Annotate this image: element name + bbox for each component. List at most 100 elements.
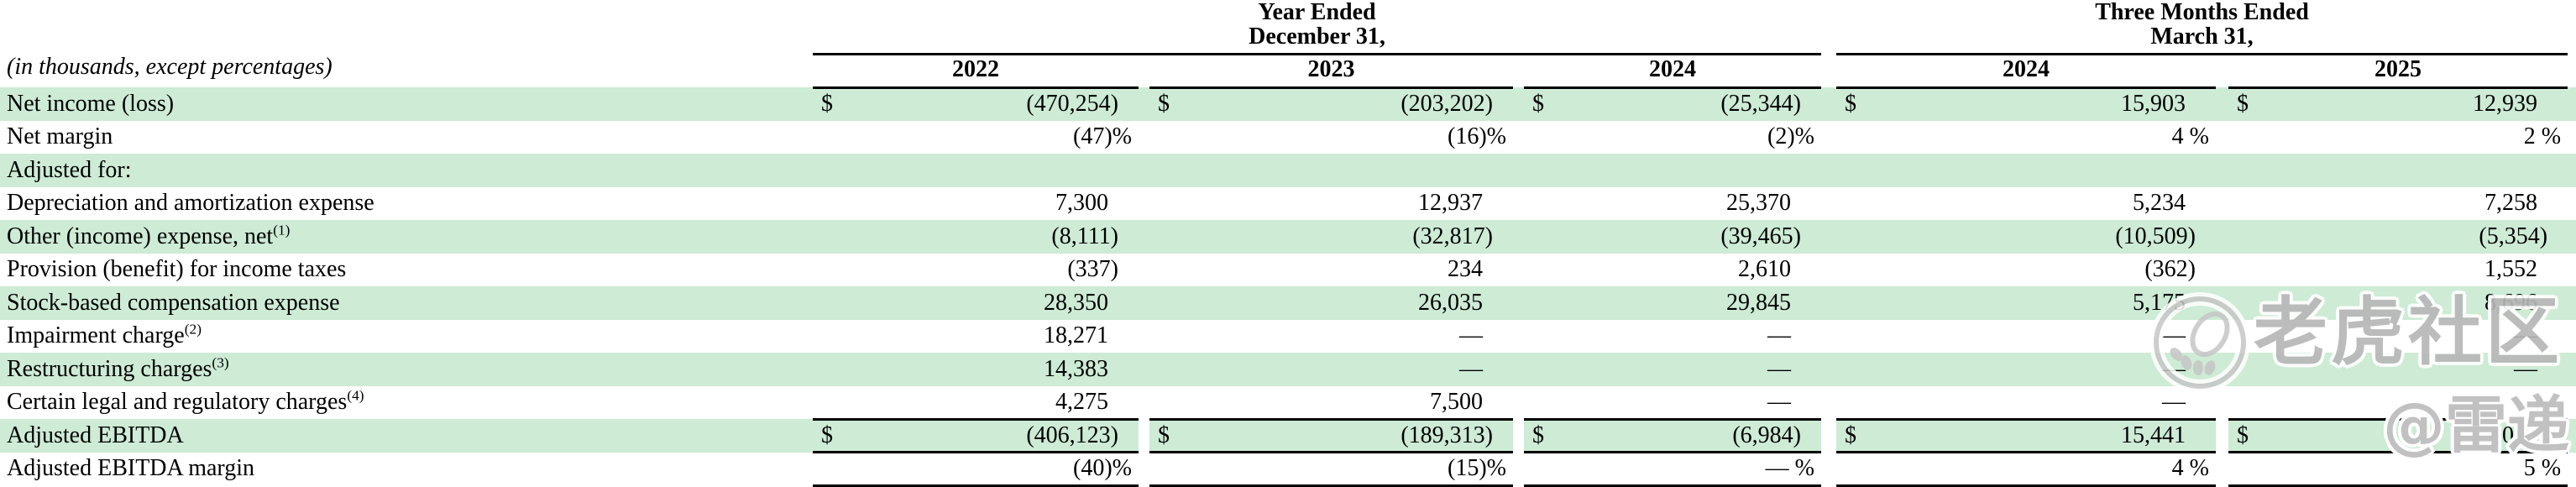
column-header-2023: 2023 <box>1149 54 1513 89</box>
value-cell: 2,610 <box>1738 256 1791 283</box>
dollar-sign-cell <box>1149 320 1183 353</box>
column-spacer <box>2216 154 2228 187</box>
row-label: Adjusted for: <box>0 154 813 187</box>
dollar-sign-cell: $ <box>2228 87 2262 121</box>
table-row: Adjusted EBITDA margin (40)% (15)% — % 4 % 5 … <box>0 452 2576 487</box>
dollar-sign-cell <box>1836 320 1870 353</box>
dollar-sign-cell <box>1836 154 1870 187</box>
column-spacer <box>1139 286 1149 320</box>
column-spacer <box>2568 54 2576 87</box>
value-cell: 8,696 <box>2262 286 2568 320</box>
dollar-sign-cell <box>1149 220 1183 254</box>
column-spacer <box>2216 220 2228 254</box>
column-spacer <box>2216 254 2228 287</box>
dollar-sign-cell <box>813 220 846 254</box>
value-cell: 12,937 <box>1418 190 1483 217</box>
column-spacer <box>2568 453 2576 486</box>
column-header-2024: 2024 <box>1524 54 1821 89</box>
dollar-sign-cell <box>1149 452 1183 487</box>
column-spacer <box>2568 187 2576 221</box>
value-cell: (15)% <box>1183 452 1513 487</box>
dollar-sign-cell <box>2228 452 2262 487</box>
column-header-q1-2024: 2024 <box>1836 54 2216 89</box>
column-spacer <box>1821 220 1836 254</box>
value-cell: 28,350 <box>846 286 1139 320</box>
column-spacer <box>1139 419 1149 453</box>
column-spacer <box>1513 87 1524 121</box>
dollar-sign-cell: $ <box>1149 87 1183 121</box>
row-label: Certain legal and regulatory charges(4) <box>7 387 364 416</box>
value-cell: 25,370 <box>1726 190 1791 217</box>
column-header-q1-2025: 2025 <box>2228 54 2568 89</box>
dollar-sign-cell <box>1524 320 1558 353</box>
dollar-sign-cell <box>1524 154 1558 187</box>
column-spacer <box>1513 54 1524 87</box>
row-label: Net margin <box>7 123 113 150</box>
column-spacer <box>1139 386 1149 420</box>
column-spacer <box>1139 254 1149 287</box>
dollar-sign-cell <box>813 254 846 287</box>
value-cell: (47)% <box>1073 123 1132 150</box>
footnote-ref: (4) <box>347 387 364 404</box>
row-label: Net income (loss) <box>0 87 813 121</box>
dollar-sign-cell <box>1149 254 1183 287</box>
table-row: Adjusted for: <box>0 154 2576 187</box>
table-row: Certain legal and regulatory charges(4) 4… <box>0 386 2576 420</box>
value-cell: (32,817) <box>1183 220 1513 254</box>
column-spacer <box>1139 353 1149 386</box>
column-spacer <box>1139 54 1149 87</box>
dollar-sign-cell <box>813 386 846 420</box>
column-spacer <box>2568 220 2576 254</box>
dollar-sign-cell <box>2228 286 2262 320</box>
dollar-sign-cell <box>1524 353 1558 386</box>
column-spacer <box>1513 419 1524 453</box>
value-cell: (6,984) <box>1558 417 1821 454</box>
column-spacer <box>1139 453 1149 486</box>
column-spacer <box>2568 386 2576 420</box>
dollar-sign-cell: $ <box>1149 417 1183 454</box>
dollar-sign-cell <box>1836 220 1870 254</box>
dollar-sign-cell <box>1524 220 1558 254</box>
column-spacer <box>1139 187 1149 221</box>
value-cell: (25,344) <box>1558 87 1821 121</box>
dollar-sign-cell <box>2228 121 2262 154</box>
value-cell: — <box>1558 353 1821 386</box>
value-cell: — <box>1183 353 1513 386</box>
column-spacer <box>1513 386 1524 420</box>
table-row: Depreciation and amortization expense 7,3… <box>0 187 2576 221</box>
units-note: (in thousands, except percentages) <box>7 54 332 81</box>
dollar-sign-cell <box>1836 187 1870 221</box>
table-body: Net income (loss) $ (470,254) $ (203,202) $ (2… <box>0 87 2576 487</box>
dollar-sign-cell <box>1836 386 1870 420</box>
table-row: Impairment charge(2) 18,271 — — — — <box>0 320 2576 353</box>
header-group-row: Year Ended December 31, Three Months End… <box>0 0 2576 55</box>
value-cell: 25,091 <box>2262 417 2568 454</box>
value-cell: — <box>1767 322 1791 349</box>
column-spacer <box>1821 254 1836 287</box>
dollar-sign-cell <box>1836 254 1870 287</box>
value-cell: — <box>2514 322 2538 349</box>
dollar-sign-cell <box>1524 254 1558 287</box>
dollar-sign-cell <box>1524 121 1558 154</box>
row-label: Impairment charge(2) <box>7 321 202 349</box>
dollar-sign-cell <box>2228 220 2262 254</box>
dollar-sign-cell <box>2228 187 2262 221</box>
column-spacer <box>1139 154 1149 187</box>
value-cell: 7,258 <box>2484 190 2538 217</box>
value-cell: (5,354) <box>2262 220 2568 254</box>
value-cell: 15,903 <box>1870 87 2216 121</box>
column-spacer <box>1821 453 1836 486</box>
column-spacer <box>1821 353 1836 386</box>
value-cell: 7,300 <box>1055 190 1108 217</box>
dollar-sign-cell: $ <box>1836 417 1870 454</box>
value-cell: — <box>1870 353 2216 386</box>
column-spacer <box>1513 353 1524 386</box>
value-cell: — <box>1767 388 1791 415</box>
value-cell: (406,123) <box>846 417 1139 454</box>
value-cell: 234 <box>1448 256 1483 283</box>
value-cell: 1,552 <box>2484 256 2538 283</box>
row-label: Restructuring charges(3) <box>0 353 813 386</box>
footnote-ref: (3) <box>212 354 229 371</box>
